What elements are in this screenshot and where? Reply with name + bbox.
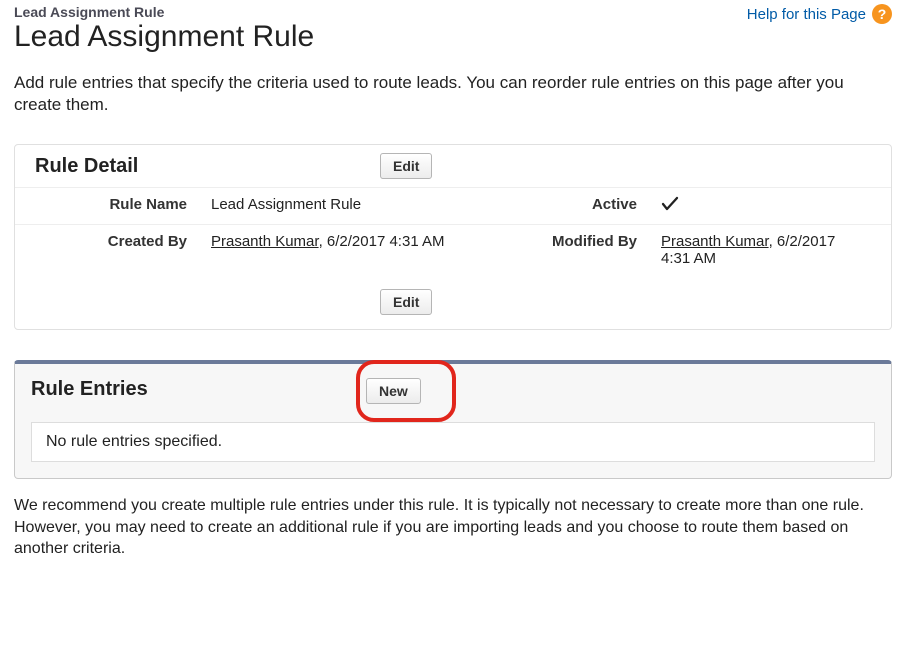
rule-entries-title: Rule Entries — [31, 378, 366, 401]
new-button[interactable]: New — [366, 378, 421, 404]
active-value — [655, 188, 871, 224]
help-link-label: Help for this Page — [747, 6, 866, 23]
rule-name-value: Lead Assignment Rule — [205, 188, 505, 224]
page-title: Lead Assignment Rule — [14, 20, 314, 54]
breadcrumb: Lead Assignment Rule — [14, 4, 314, 20]
edit-button-bottom[interactable]: Edit — [380, 289, 432, 315]
created-by-user-link[interactable]: Prasanth Kumar — [211, 233, 319, 250]
rule-detail-title: Rule Detail — [35, 155, 380, 178]
page-description: Add rule entries that specify the criter… — [14, 72, 892, 116]
rule-name-label: Rule Name — [35, 188, 205, 224]
rule-entries-empty-message: No rule entries specified. — [31, 422, 875, 462]
active-label: Active — [505, 188, 655, 224]
modified-by-value: Prasanth Kumar, 6/2/2017 4:31 AM — [655, 225, 871, 275]
rule-entries-section: Rule Entries New No rule entries specifi… — [14, 360, 892, 479]
checkmark-icon — [661, 196, 679, 212]
help-link[interactable]: Help for this Page ? — [747, 4, 892, 24]
help-icon: ? — [872, 4, 892, 24]
created-by-value: Prasanth Kumar, 6/2/2017 4:31 AM — [205, 225, 505, 275]
edit-button-top[interactable]: Edit — [380, 153, 432, 179]
rule-detail-section: Rule Detail Edit Rule Name Lead Assignme… — [14, 144, 892, 330]
modified-by-label: Modified By — [505, 225, 655, 275]
footer-note: We recommend you create multiple rule en… — [14, 495, 892, 560]
created-by-label: Created By — [35, 225, 205, 275]
modified-by-user-link[interactable]: Prasanth Kumar — [661, 233, 769, 250]
created-by-timestamp: 6/2/2017 4:31 AM — [327, 233, 445, 250]
